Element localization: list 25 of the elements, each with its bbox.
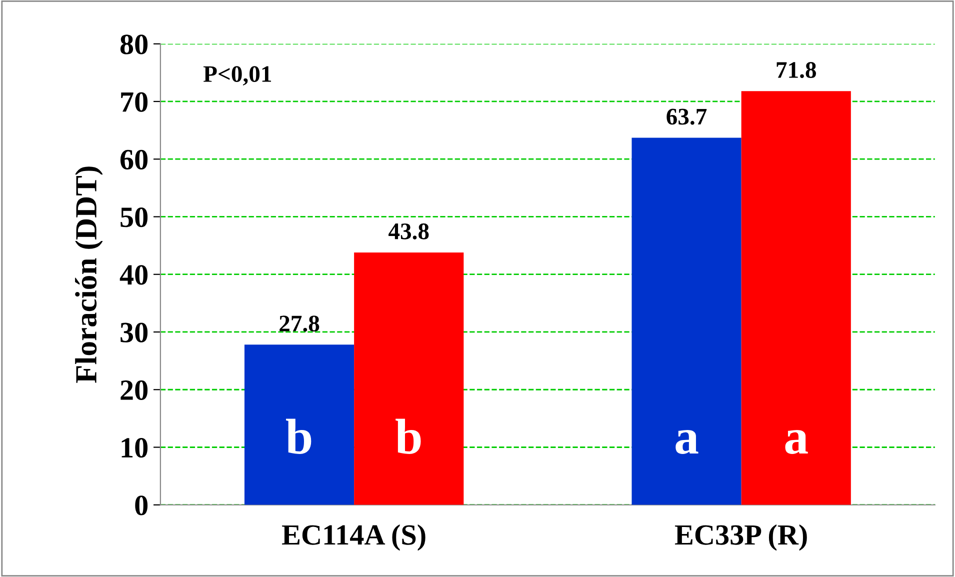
y-tick-label: 70: [121, 92, 148, 112]
y-tick-label: 60: [120, 150, 148, 170]
data-label: 63.7: [666, 108, 707, 125]
x-tick-label: EC33P (R): [674, 524, 807, 551]
y-tick-label: 40: [120, 265, 148, 285]
annotation: a: [785, 430, 808, 454]
y-tick-label: 20: [120, 380, 148, 400]
y-axis-title: Floración (DDT): [75, 166, 103, 383]
annotation: a: [676, 430, 698, 454]
data-label: 27.8: [280, 316, 320, 332]
bar: [244, 344, 354, 505]
y-tick-label: 80: [120, 34, 148, 54]
annotation: b: [286, 418, 312, 454]
x-tick-label: EC114A (S): [282, 524, 426, 551]
y-tick-label: 0: [135, 496, 148, 516]
data-label: 43.8: [388, 223, 429, 240]
bar: [632, 138, 742, 505]
annotation: b: [396, 418, 421, 454]
y-tick-label: 50: [120, 207, 148, 228]
bar: [354, 252, 464, 505]
y-tick-label: 30: [120, 322, 148, 342]
annotation: P<0,01: [203, 66, 272, 86]
data-label: 71.8: [776, 62, 816, 78]
y-tick-label: 10: [122, 438, 148, 458]
bar: [741, 91, 851, 505]
